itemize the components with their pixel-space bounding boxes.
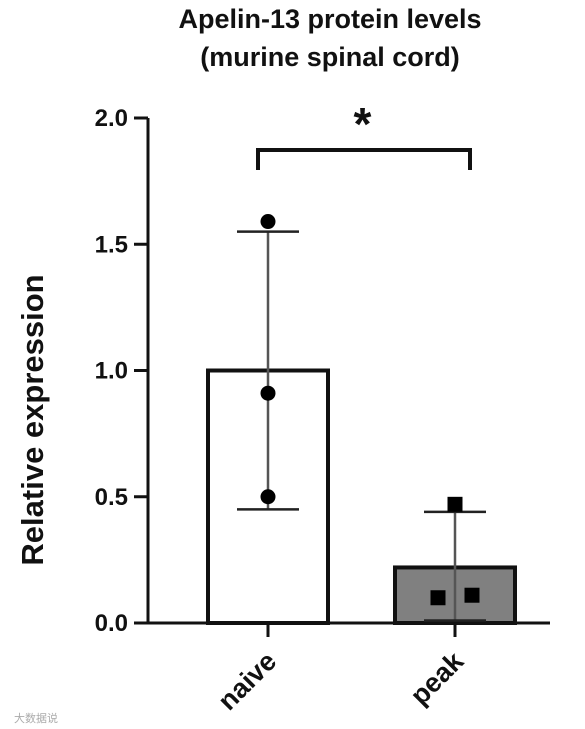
bars-group bbox=[206, 368, 517, 626]
y-ticks: 0.0 0.5 1.0 1.5 2.0 bbox=[95, 105, 148, 637]
data-point-naive bbox=[260, 385, 276, 401]
x-tick-label-naive: naive bbox=[212, 646, 282, 716]
error-bars-group bbox=[237, 230, 486, 622]
watermark-text: 大数据说 bbox=[14, 711, 58, 725]
watermark: 大数据说 bbox=[14, 711, 58, 725]
data-point-peak bbox=[464, 587, 480, 603]
x-tick-label-peak: peak bbox=[405, 645, 470, 710]
y-axis-label: Relative expression bbox=[15, 274, 50, 565]
chart-title-line-1: Apelin-13 protein levels bbox=[178, 4, 481, 34]
y-tick-label: 1.5 bbox=[95, 231, 128, 258]
y-tick-label: 1.0 bbox=[95, 358, 128, 385]
data-point-peak bbox=[447, 496, 463, 512]
y-tick-label: 2.0 bbox=[95, 105, 128, 132]
data-point-naive bbox=[260, 214, 276, 230]
data-point-peak bbox=[430, 590, 446, 606]
y-tick-label: 0.0 bbox=[95, 610, 128, 637]
data-point-naive bbox=[260, 489, 276, 505]
significance-bracket bbox=[256, 148, 472, 170]
x-ticks: naive peak bbox=[212, 623, 470, 716]
data-points-group bbox=[260, 214, 480, 606]
chart-title-line-2: (murine spinal cord) bbox=[200, 42, 460, 72]
significance-asterisk: * bbox=[354, 98, 372, 150]
y-tick-label: 0.5 bbox=[95, 484, 128, 511]
